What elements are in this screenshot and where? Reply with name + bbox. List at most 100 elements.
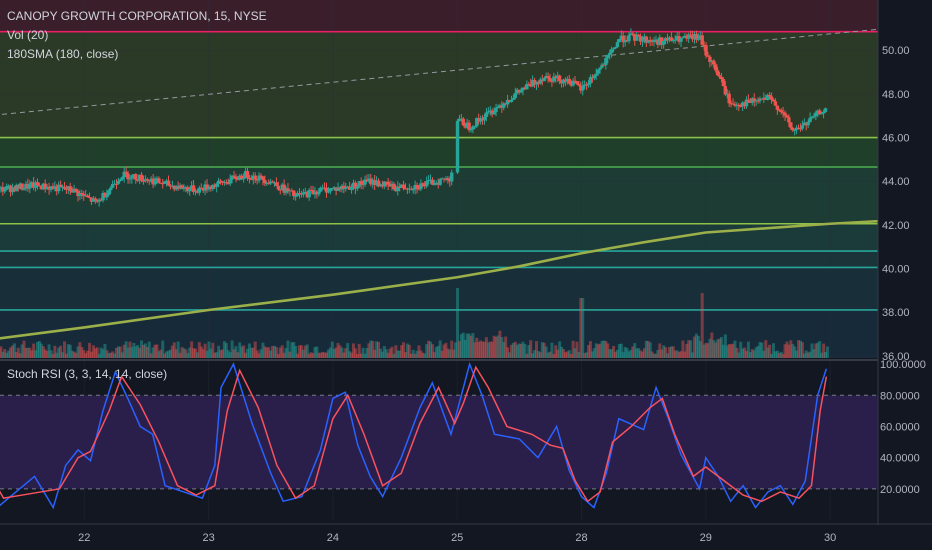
- candle-body[interactable]: [324, 187, 329, 193]
- candle-body[interactable]: [638, 36, 643, 42]
- candle-body[interactable]: [234, 176, 238, 180]
- candle-body[interactable]: [134, 174, 138, 180]
- candle-body[interactable]: [625, 40, 629, 42]
- candle-body[interactable]: [789, 122, 793, 128]
- candle-body[interactable]: [60, 186, 65, 188]
- candle-body[interactable]: [103, 193, 107, 198]
- candle-body[interactable]: [396, 186, 400, 192]
- candle-body[interactable]: [421, 183, 425, 185]
- candle-body[interactable]: [58, 184, 63, 187]
- candle-body[interactable]: [82, 193, 86, 196]
- candle-body[interactable]: [417, 188, 421, 190]
- candle-body[interactable]: [567, 78, 571, 84]
- candle-body[interactable]: [450, 172, 454, 182]
- candle-body[interactable]: [3, 189, 7, 192]
- candle-body[interactable]: [792, 129, 797, 131]
- candle-body[interactable]: [502, 103, 506, 108]
- candle-body[interactable]: [367, 178, 371, 182]
- candle-body[interactable]: [696, 38, 701, 40]
- candle-body[interactable]: [787, 117, 791, 123]
- candle-body[interactable]: [365, 179, 369, 182]
- stoch-k-line[interactable]: [0, 361, 828, 510]
- candle-body[interactable]: [334, 187, 338, 191]
- candle-body[interactable]: [83, 195, 88, 197]
- candle-body[interactable]: [727, 93, 731, 104]
- candle-body[interactable]: [409, 188, 413, 190]
- candle-body[interactable]: [577, 83, 581, 86]
- candle-body[interactable]: [804, 122, 808, 126]
- candle-body[interactable]: [436, 182, 440, 185]
- candle-body[interactable]: [93, 198, 98, 200]
- candle-body[interactable]: [569, 83, 573, 86]
- candle-body[interactable]: [513, 93, 518, 98]
- candle-body[interactable]: [650, 40, 654, 42]
- candle-body[interactable]: [681, 37, 685, 39]
- candle-body[interactable]: [85, 195, 90, 198]
- candle-body[interactable]: [426, 179, 431, 182]
- candle-body[interactable]: [554, 76, 558, 79]
- candle-body[interactable]: [594, 73, 598, 76]
- candle-body[interactable]: [172, 185, 176, 190]
- candle-body[interactable]: [303, 191, 308, 193]
- candle-body[interactable]: [704, 45, 708, 56]
- candle-body[interactable]: [500, 105, 504, 108]
- candle-body[interactable]: [259, 175, 263, 177]
- candle-body[interactable]: [37, 185, 42, 187]
- candle-body[interactable]: [783, 112, 787, 116]
- candle-body[interactable]: [457, 118, 462, 121]
- candle-body[interactable]: [619, 35, 623, 40]
- candle-body[interactable]: [216, 180, 221, 184]
- candle-body[interactable]: [114, 183, 119, 185]
- candle-body[interactable]: [135, 179, 140, 181]
- candle-body[interactable]: [544, 75, 548, 79]
- candle-body[interactable]: [775, 105, 780, 110]
- candle-body[interactable]: [164, 180, 169, 182]
- candle-body[interactable]: [270, 181, 275, 183]
- candle-body[interactable]: [56, 184, 61, 192]
- candle-body[interactable]: [20, 183, 24, 190]
- candle-body[interactable]: [600, 64, 604, 68]
- candle-body[interactable]: [62, 186, 67, 189]
- candle-body[interactable]: [295, 193, 300, 196]
- candle-body[interactable]: [773, 101, 778, 106]
- candle-body[interactable]: [70, 190, 74, 193]
- candle-body[interactable]: [529, 84, 533, 87]
- candle-body[interactable]: [521, 87, 525, 91]
- candle-body[interactable]: [604, 58, 608, 66]
- candle-body[interactable]: [353, 182, 358, 189]
- candle-body[interactable]: [4, 186, 9, 190]
- candle-body[interactable]: [405, 188, 410, 190]
- candle-body[interactable]: [708, 56, 712, 63]
- candle-body[interactable]: [64, 188, 69, 190]
- candle-body[interactable]: [245, 171, 250, 178]
- candle-body[interactable]: [261, 176, 265, 180]
- candle-body[interactable]: [565, 78, 570, 82]
- candle-body[interactable]: [480, 118, 485, 121]
- candle-body[interactable]: [243, 171, 248, 179]
- candle-body[interactable]: [675, 36, 679, 40]
- candle-body[interactable]: [319, 187, 323, 192]
- candle-body[interactable]: [338, 187, 342, 190]
- candle-body[interactable]: [178, 185, 182, 189]
- candle-body[interactable]: [573, 80, 577, 82]
- candle-body[interactable]: [627, 35, 631, 42]
- candle-body[interactable]: [137, 174, 142, 181]
- candle-body[interactable]: [166, 180, 171, 186]
- candle-body[interactable]: [218, 180, 223, 182]
- candle-body[interactable]: [490, 110, 494, 115]
- candle-body[interactable]: [290, 190, 294, 192]
- candle-body[interactable]: [170, 185, 175, 187]
- candle-body[interactable]: [357, 181, 361, 187]
- candle-body[interactable]: [764, 97, 768, 100]
- candle-body[interactable]: [623, 40, 627, 43]
- candle-body[interactable]: [241, 178, 246, 180]
- candle-body[interactable]: [197, 187, 202, 193]
- candle-body[interactable]: [313, 191, 317, 195]
- candle-body[interactable]: [176, 186, 180, 189]
- candle-body[interactable]: [717, 75, 722, 77]
- candle-body[interactable]: [41, 183, 45, 190]
- candle-body[interactable]: [87, 197, 92, 199]
- candle-body[interactable]: [363, 179, 367, 185]
- candle-body[interactable]: [611, 48, 616, 50]
- candle-body[interactable]: [288, 190, 292, 192]
